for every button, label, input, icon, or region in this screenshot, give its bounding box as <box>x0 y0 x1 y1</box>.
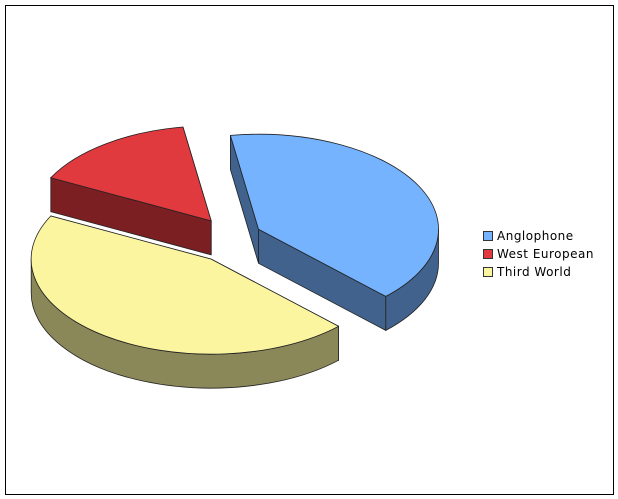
pie-slice-third-world <box>30 215 340 389</box>
pie-slice-anglophone <box>229 133 439 332</box>
pie-slice-west-european <box>50 126 212 256</box>
legend-label: West European <box>497 247 594 261</box>
slice-top <box>229 133 439 297</box>
slice-top <box>30 215 340 355</box>
legend-label: Anglophone <box>497 229 574 243</box>
legend-swatch <box>483 267 493 277</box>
legend: Anglophone West European Third World <box>483 227 594 281</box>
legend-item-third-world: Third World <box>483 263 594 281</box>
slice-top <box>50 126 212 222</box>
legend-item-anglophone: Anglophone <box>483 227 594 245</box>
legend-item-west-european: West European <box>483 245 594 263</box>
legend-swatch <box>483 249 493 259</box>
legend-label: Third World <box>497 265 572 279</box>
legend-swatch <box>483 231 493 241</box>
